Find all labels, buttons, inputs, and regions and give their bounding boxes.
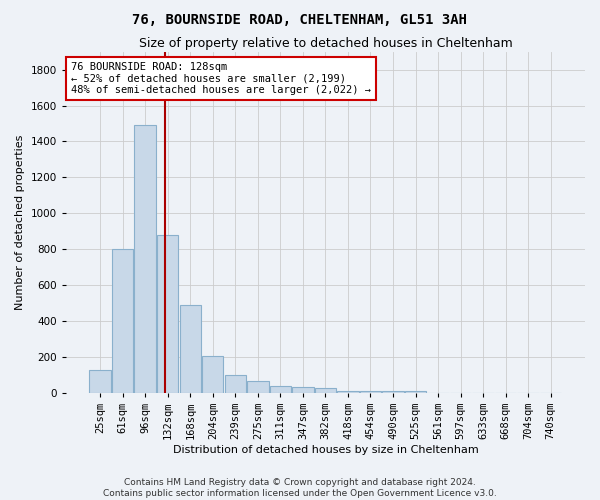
Bar bbox=[269, 386, 291, 393]
Bar bbox=[315, 388, 336, 393]
Bar bbox=[134, 126, 156, 393]
Bar bbox=[202, 356, 223, 393]
Bar bbox=[405, 391, 426, 393]
Bar bbox=[382, 391, 404, 393]
X-axis label: Distribution of detached houses by size in Cheltenham: Distribution of detached houses by size … bbox=[173, 445, 478, 455]
Y-axis label: Number of detached properties: Number of detached properties bbox=[15, 134, 25, 310]
Text: Contains HM Land Registry data © Crown copyright and database right 2024.
Contai: Contains HM Land Registry data © Crown c… bbox=[103, 478, 497, 498]
Bar bbox=[112, 249, 133, 393]
Bar bbox=[337, 391, 359, 393]
Bar bbox=[360, 391, 381, 393]
Bar bbox=[292, 386, 314, 393]
Text: 76 BOURNSIDE ROAD: 128sqm
← 52% of detached houses are smaller (2,199)
48% of se: 76 BOURNSIDE ROAD: 128sqm ← 52% of detac… bbox=[71, 62, 371, 95]
Bar bbox=[247, 381, 269, 393]
Text: 76, BOURNSIDE ROAD, CHELTENHAM, GL51 3AH: 76, BOURNSIDE ROAD, CHELTENHAM, GL51 3AH bbox=[133, 12, 467, 26]
Bar bbox=[224, 375, 246, 393]
Bar bbox=[89, 370, 111, 393]
Title: Size of property relative to detached houses in Cheltenham: Size of property relative to detached ho… bbox=[139, 38, 512, 51]
Bar bbox=[179, 305, 201, 393]
Bar bbox=[157, 235, 178, 393]
